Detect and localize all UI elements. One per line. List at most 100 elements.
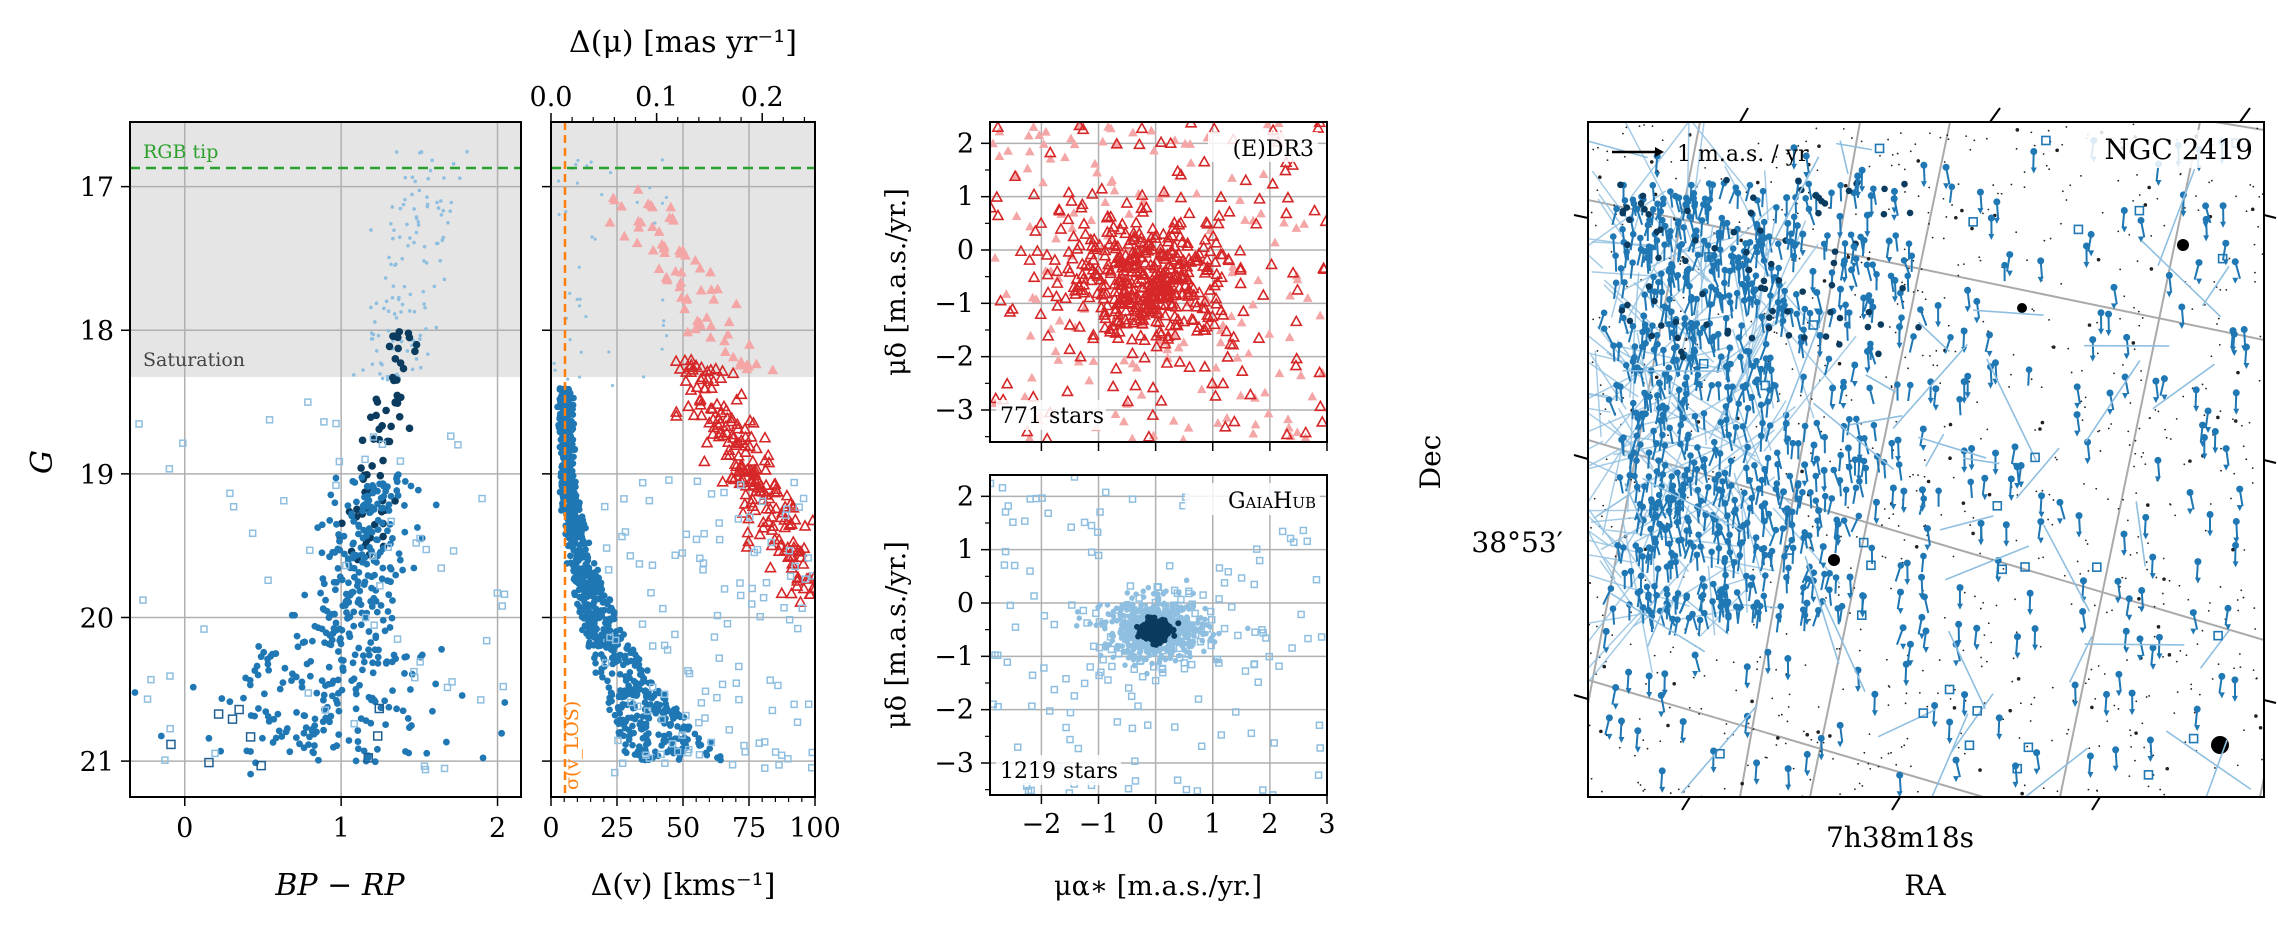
vpd-dr3-triangle <box>994 294 1007 306</box>
vpd-hub-rejected-point <box>1128 495 1137 503</box>
sky-field-star <box>1970 226 1974 231</box>
sky-field-star <box>2137 597 2141 601</box>
pm-error-gaiahub-point <box>677 713 684 721</box>
pm-error-dr3-triangle <box>797 541 811 553</box>
cmd-gaiahub-point <box>418 534 426 542</box>
sky-field-star <box>1698 713 1700 715</box>
sky-field-star <box>1943 296 1946 299</box>
pm-error-rejected-point <box>695 750 704 759</box>
sky-field-star <box>2231 418 2234 421</box>
cmd-gaiahub-point <box>401 478 409 485</box>
cmd-dr3-point <box>451 162 456 166</box>
vpd-hub-core-point <box>1141 627 1148 634</box>
cmd-dr3-point <box>410 192 414 197</box>
sky-field-star <box>1940 513 1943 516</box>
cmd-bright-member <box>379 456 387 465</box>
vpd-hub-rejected-point <box>1224 568 1233 576</box>
sky-field-star <box>2140 370 2143 372</box>
cmd-dr3-point <box>392 228 396 232</box>
vpd-dr3-triangle <box>1120 277 1134 289</box>
vpd-dr3-triangle <box>1214 190 1228 202</box>
cmd-gaiahub-point <box>318 549 326 557</box>
pm-error-rejected-point <box>611 768 619 777</box>
sky-field-star <box>1981 212 1984 215</box>
cmd-dr3-point <box>408 236 412 240</box>
sky-rejected-vector <box>1588 554 1635 564</box>
pm-error-dr3-triangle <box>753 527 767 540</box>
vpd-dr3-triangle <box>1125 332 1139 345</box>
cmd-rejected-point <box>332 419 340 428</box>
sky-field-star <box>1946 134 1949 137</box>
pm-error-rejected-point <box>777 751 786 760</box>
vpd-hub-rejected-point <box>1312 575 1321 584</box>
cmd-rejected-point <box>204 757 214 768</box>
pm-error-dr3-triangle <box>748 503 762 516</box>
pm-error-dr3-triangle <box>697 454 711 467</box>
pm-error-gaiahub-point <box>558 429 566 436</box>
sky-field-star <box>2131 341 2136 345</box>
pm-error-rejected-point <box>671 630 679 639</box>
sky-field-star <box>1738 221 1741 224</box>
sky-field-star <box>2051 523 2054 526</box>
pm-error-dr3-triangle <box>774 538 788 551</box>
sky-field-star <box>2041 489 2044 492</box>
sky-field-star <box>2113 704 2116 707</box>
vpd-dr3-count: 771 stars <box>1000 404 1104 429</box>
cmd-dr3-point <box>402 284 407 289</box>
vpd-dr3-faint-triangle <box>1034 130 1045 140</box>
pm-error-gaiahub-point <box>654 702 662 709</box>
vpd-dr3-triangle <box>1087 232 1101 245</box>
vpd-dr3-faint-triangle <box>1146 125 1157 135</box>
sky-field-star <box>1904 356 1907 359</box>
vpd-dr3-triangle <box>1208 255 1222 267</box>
vpd-dr3-triangle <box>1041 267 1055 280</box>
vpd-dr3-triangle <box>1220 324 1233 337</box>
pm-error-rejected-point <box>798 604 806 612</box>
cmd-dr3-point <box>424 327 428 331</box>
cmd-gaiahub-point <box>404 715 412 722</box>
cmd-gaiahub-point <box>326 632 334 639</box>
cmd-bright-member <box>385 342 394 351</box>
sky-field-star <box>2243 549 2246 551</box>
pm-error-gaiahub-point <box>680 723 688 730</box>
cmd-bright-member <box>382 406 390 415</box>
sky-field-star <box>1987 492 1992 497</box>
pm-error-rejected-point <box>804 554 812 562</box>
cmd-rejected-point <box>493 589 502 597</box>
pm-error-dr3-triangle <box>813 552 815 555</box>
vpd-dr3-triangle <box>1235 364 1249 376</box>
vpd-dr3-triangle <box>1174 168 1188 180</box>
sky-field-star <box>1847 506 1850 509</box>
cmd-dr3-point <box>380 376 385 381</box>
sky-field-star <box>2188 459 2192 463</box>
cmd-gaiahub-point <box>372 632 380 640</box>
vpd-dr3-triangle <box>1100 211 1114 223</box>
cmd-gaiahub-point <box>357 544 365 552</box>
sky-field-star <box>1659 740 1662 743</box>
sky-field-star <box>2026 259 2028 262</box>
vpd-hub-rejected-point <box>1143 642 1152 650</box>
sky-field-star <box>2187 598 2190 601</box>
vpd-dr3-triangle <box>1244 387 1257 400</box>
cmd-gaiahub-point <box>498 729 506 737</box>
vpd-dr3-triangle <box>1074 201 1088 213</box>
vpd-dr3-faint-triangle <box>1119 355 1130 365</box>
cmd-dr3-point <box>412 309 417 314</box>
cmd-gaiahub-point <box>131 689 139 696</box>
sky-field-star <box>2173 712 2176 715</box>
vpd-dr3-triangle <box>1164 319 1177 331</box>
vpd-dr3-triangle <box>1054 222 1068 234</box>
sky-field-star <box>2175 660 2178 663</box>
cmd-gaiahub-point <box>381 697 389 705</box>
vpd-dr3-triangle <box>1169 222 1183 235</box>
pm-error-dr3-triangle <box>824 575 834 584</box>
sky-field-star <box>2047 129 2050 132</box>
sky-field-star <box>1957 264 1960 266</box>
pm-error-dr3-triangle <box>716 475 730 487</box>
vpd-hub-point <box>1095 604 1101 611</box>
cmd-rejected-point <box>478 494 486 503</box>
cmd-dr3-point <box>406 244 410 248</box>
vpd-hub-point <box>1076 615 1083 622</box>
pm-error-rejected-point <box>791 562 799 571</box>
sky-field-star <box>1704 166 1707 169</box>
